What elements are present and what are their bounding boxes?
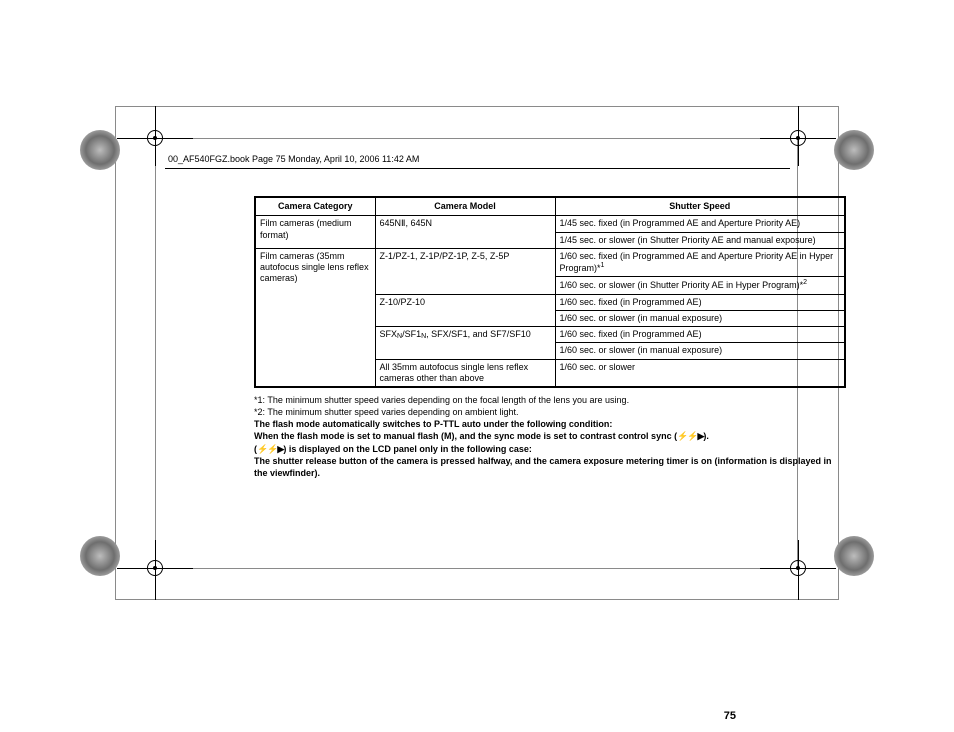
cell-category: Film cameras (35mm autofocus single lens…: [255, 248, 375, 387]
header-rule: [165, 168, 790, 169]
cell-shutter: 1/60 sec. fixed (in Programmed AE): [555, 294, 845, 310]
footnote-2: *2: The minimum shutter speed varies dep…: [254, 406, 846, 418]
cell-shutter: 1/60 sec. fixed (in Programmed AE): [555, 327, 845, 343]
note-bold-3: (⚡⚡▶) is displayed on the LCD panel only…: [254, 443, 846, 455]
note-bold-4: The shutter release button of the camera…: [254, 455, 846, 479]
cell-shutter: 1/60 sec. fixed (in Programmed AE and Ap…: [555, 248, 845, 277]
note-bold-2: When the flash mode is set to manual fla…: [254, 430, 846, 442]
cell-category: Film cameras (medium format): [255, 216, 375, 249]
table-header-row: Camera Category Camera Model Shutter Spe…: [255, 197, 845, 216]
note-bold-1: The flash mode automatically switches to…: [254, 418, 846, 430]
flash-sync-icon: ⚡⚡▶: [677, 431, 703, 441]
footnotes: *1: The minimum shutter speed varies dep…: [254, 394, 846, 479]
cell-model: Z-10/PZ-10: [375, 294, 555, 327]
cell-shutter: 1/60 sec. or slower: [555, 359, 845, 387]
th-model: Camera Model: [375, 197, 555, 216]
crop-line: [155, 138, 797, 139]
table-row: Film cameras (medium format) 645NⅡ, 645N…: [255, 216, 845, 232]
crop-line: [155, 138, 156, 568]
crosshair-icon: [760, 110, 836, 166]
page-header: 00_AF540FGZ.book Page 75 Monday, April 1…: [168, 154, 419, 164]
footnote-1: *1: The minimum shutter speed varies dep…: [254, 394, 846, 406]
page-number: 75: [724, 710, 736, 722]
cell-model: All 35mm autofocus single lens reflex ca…: [375, 359, 555, 387]
crosshair-icon: [760, 540, 836, 596]
th-category: Camera Category: [255, 197, 375, 216]
page-content: Camera Category Camera Model Shutter Spe…: [254, 196, 846, 479]
flash-sync-icon: ⚡⚡▶: [257, 444, 283, 454]
cell-shutter: 1/60 sec. or slower (in manual exposure): [555, 343, 845, 359]
crop-line: [155, 568, 797, 569]
cell-shutter: 1/60 sec. or slower (in manual exposure): [555, 310, 845, 326]
camera-table: Camera Category Camera Model Shutter Spe…: [254, 196, 846, 388]
cell-model: SFXN/SF1N, SFX/SF1, and SF7/SF10: [375, 327, 555, 360]
table-row: Film cameras (35mm autofocus single lens…: [255, 248, 845, 277]
cell-shutter: 1/45 sec. or slower (in Shutter Priority…: [555, 232, 845, 248]
cell-shutter: 1/60 sec. or slower (in Shutter Priority…: [555, 277, 845, 294]
crosshair-icon: [117, 540, 193, 596]
cell-model: 645NⅡ, 645N: [375, 216, 555, 249]
cell-shutter: 1/45 sec. fixed (in Programmed AE and Ap…: [555, 216, 845, 232]
cell-model: Z-1/PZ-1, Z-1P/PZ-1P, Z-5, Z-5P: [375, 248, 555, 294]
th-shutter: Shutter Speed: [555, 197, 845, 216]
